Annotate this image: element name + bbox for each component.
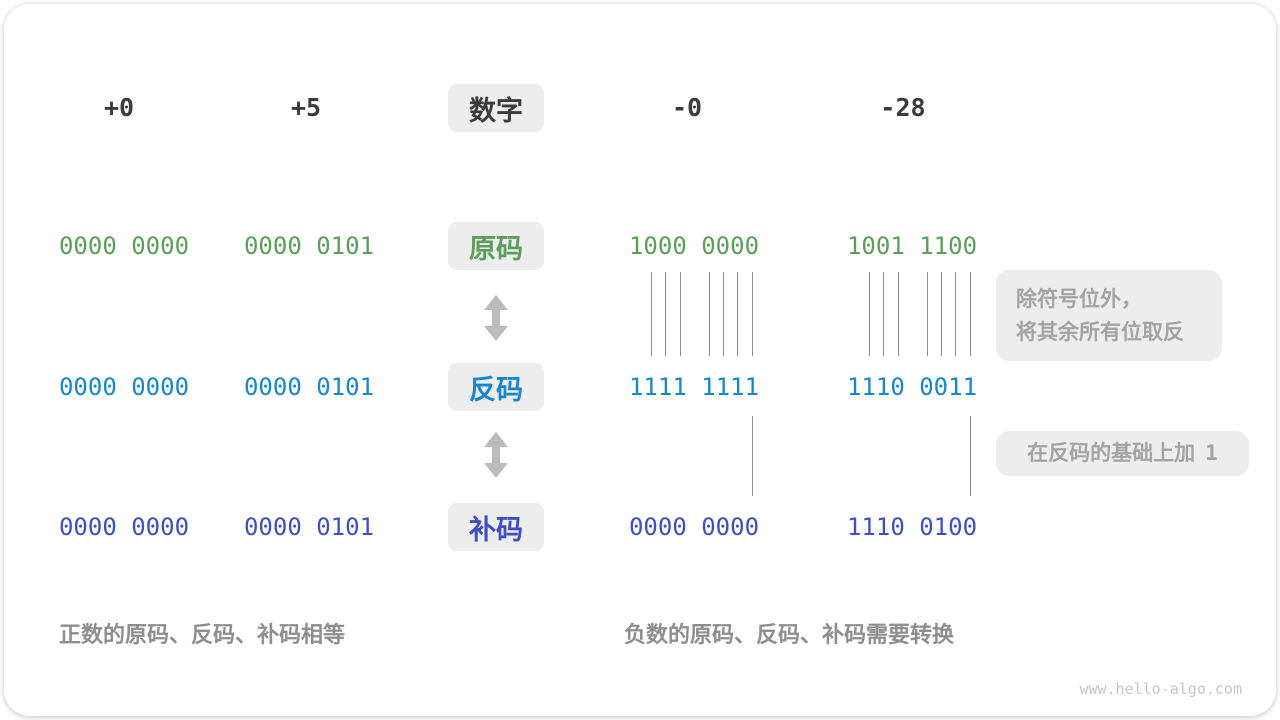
sign-magnitude-label: 原码 bbox=[448, 222, 544, 270]
sign-magnitude-value-plus0: 0000 0000 bbox=[58, 232, 190, 260]
positive-summary: 正数的原码、反码、补码相等 bbox=[59, 622, 346, 647]
twos-complement-value-plus0: 0000 0000 bbox=[58, 513, 190, 541]
watermark: www.hello-algo.com bbox=[1079, 680, 1242, 698]
bit-connector-line bbox=[737, 272, 739, 356]
twos-complement-label-box: 补码 bbox=[448, 503, 544, 551]
flip-bits-note-line2: 将其余所有位取反 bbox=[1016, 320, 1184, 344]
bit-connector-line bbox=[650, 272, 652, 356]
ones-complement-label: 反码 bbox=[448, 363, 544, 411]
sign-magnitude-value-plus5: 0000 0101 bbox=[243, 232, 375, 260]
bit-connector-line bbox=[751, 272, 753, 356]
ones-complement-value-plus5: 0000 0101 bbox=[243, 373, 375, 401]
add-one-note-number: 1 bbox=[1205, 441, 1218, 465]
twos-complement-value-plus5: 0000 0101 bbox=[243, 513, 375, 541]
twos-complement-label: 补码 bbox=[448, 503, 544, 551]
bit-connector-line bbox=[897, 272, 899, 356]
bit-connector-line bbox=[969, 272, 971, 356]
bit-connector-line bbox=[868, 272, 870, 356]
sign-magnitude-value-minus28: 1001 1100 bbox=[846, 232, 978, 260]
twos-complement-value-minus28: 1110 0100 bbox=[846, 513, 978, 541]
updown-arrow-icon bbox=[484, 432, 508, 483]
sign-magnitude-label-box: 原码 bbox=[448, 222, 544, 270]
updown-arrow-icon bbox=[484, 295, 508, 346]
header-plus-5: +5 bbox=[290, 93, 322, 122]
diagram-card: +0 +5 数字 -0 -28 0000 0000 0000 0101 原码 1… bbox=[4, 4, 1276, 716]
bit-connector-line bbox=[926, 272, 928, 356]
ones-complement-value-minus0: 1111 1111 bbox=[628, 373, 760, 401]
bit-connector-line bbox=[665, 272, 667, 356]
flip-bits-note: 除符号位外， 将其余所有位取反 bbox=[996, 270, 1222, 361]
add-one-note: 在反码的基础上加 1 bbox=[996, 431, 1249, 476]
bit-connector-line bbox=[708, 272, 710, 356]
negative-summary: 负数的原码、反码、补码需要转换 bbox=[624, 622, 955, 647]
bit-connector-line bbox=[751, 416, 753, 496]
bit-connector-line bbox=[941, 272, 942, 356]
bit-connector-line bbox=[955, 272, 957, 356]
ones-complement-label-box: 反码 bbox=[448, 363, 544, 411]
ones-complement-value-plus0: 0000 0000 bbox=[58, 373, 190, 401]
header-minus-0: -0 bbox=[671, 93, 703, 122]
header-minus-28: -28 bbox=[880, 93, 926, 122]
sign-magnitude-value-minus0: 1000 0000 bbox=[628, 232, 760, 260]
flip-bits-note-line1: 除符号位外， bbox=[1016, 287, 1142, 311]
add-one-note-text: 在反码的基础上加 bbox=[1027, 442, 1196, 465]
ones-complement-value-minus28: 1110 0011 bbox=[846, 373, 978, 401]
bit-connector-line bbox=[883, 272, 885, 356]
header-number-label-box: 数字 bbox=[448, 84, 544, 132]
bit-connector-line bbox=[969, 416, 971, 496]
twos-complement-value-minus0: 0000 0000 bbox=[628, 513, 760, 541]
bit-connector-line bbox=[723, 272, 724, 356]
number-label: 数字 bbox=[448, 84, 544, 132]
bit-connector-line bbox=[679, 272, 681, 356]
header-plus-0: +0 bbox=[103, 93, 135, 122]
